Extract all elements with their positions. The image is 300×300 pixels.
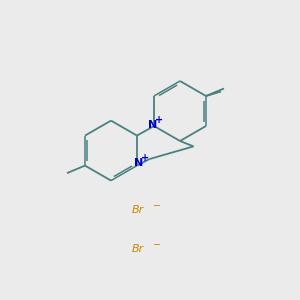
Text: +: + — [155, 115, 164, 125]
Text: N: N — [134, 158, 143, 168]
Text: +: + — [141, 153, 149, 163]
Text: Br: Br — [132, 205, 144, 215]
Text: N: N — [148, 119, 157, 130]
Text: Br: Br — [132, 244, 144, 254]
Text: −: − — [153, 201, 161, 212]
Text: −: − — [153, 240, 161, 250]
